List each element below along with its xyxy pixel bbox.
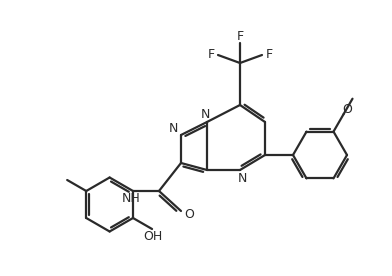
Text: N: N xyxy=(168,121,178,134)
Text: F: F xyxy=(236,31,243,44)
Text: OH: OH xyxy=(143,230,163,243)
Text: NH: NH xyxy=(122,192,140,206)
Text: O: O xyxy=(343,103,352,116)
Text: O: O xyxy=(184,208,194,221)
Text: N: N xyxy=(200,107,210,121)
Text: F: F xyxy=(265,47,272,60)
Text: F: F xyxy=(207,47,214,60)
Text: N: N xyxy=(237,172,247,185)
